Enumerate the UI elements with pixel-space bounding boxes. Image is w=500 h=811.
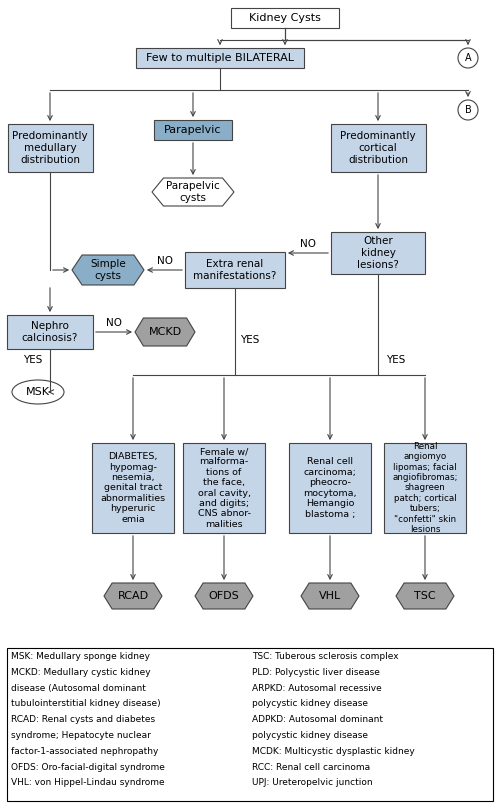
Text: DIABETES,
hypomag-
nesemia,
genital tract
abnormalities
hyperuric
emia: DIABETES, hypomag- nesemia, genital trac… [100,453,166,524]
Text: Predominantly
cortical
distribution: Predominantly cortical distribution [340,131,416,165]
Circle shape [458,48,478,68]
Text: NO: NO [156,256,172,266]
FancyBboxPatch shape [384,443,466,533]
FancyBboxPatch shape [289,443,371,533]
Text: Kidney Cysts: Kidney Cysts [249,13,321,23]
Text: Extra renal
manifestations?: Extra renal manifestations? [194,260,276,281]
Text: Parapelvic
cysts: Parapelvic cysts [166,181,220,203]
Text: YES: YES [240,335,260,345]
Text: disease (Autosomal dominant: disease (Autosomal dominant [11,684,146,693]
Text: RCAD: Renal cysts and diabetes: RCAD: Renal cysts and diabetes [11,715,155,724]
Polygon shape [301,583,359,609]
Polygon shape [396,583,454,609]
Polygon shape [104,583,162,609]
Text: MSK: Medullary sponge kidney: MSK: Medullary sponge kidney [11,652,150,661]
Text: MCKD: MCKD [148,327,182,337]
Polygon shape [72,255,144,285]
Text: factor-1-associated nephropathy: factor-1-associated nephropathy [11,747,158,756]
FancyBboxPatch shape [330,124,426,172]
Text: Predominantly
medullary
distribution: Predominantly medullary distribution [12,131,88,165]
Text: MSK: MSK [26,387,50,397]
Text: Simple
cysts: Simple cysts [90,260,126,281]
Text: MCDK: Multicystic dysplastic kidney: MCDK: Multicystic dysplastic kidney [252,747,415,756]
Text: VHL: VHL [319,591,341,601]
Text: YES: YES [386,355,406,365]
Text: UPJ: Ureteropelvic junction: UPJ: Ureteropelvic junction [252,779,372,787]
FancyBboxPatch shape [183,443,265,533]
FancyBboxPatch shape [8,124,92,172]
Text: polycystic kidney disease: polycystic kidney disease [252,731,368,740]
FancyBboxPatch shape [185,252,285,288]
Text: NO: NO [300,239,316,249]
Text: Nephro
calcinosis?: Nephro calcinosis? [22,321,78,343]
FancyBboxPatch shape [92,443,174,533]
FancyBboxPatch shape [7,315,93,349]
FancyBboxPatch shape [136,48,304,68]
Text: OFDS: Oro-facial-digital syndrome: OFDS: Oro-facial-digital syndrome [11,762,165,771]
Text: PLD: Polycystic liver disease: PLD: Polycystic liver disease [252,667,380,677]
Text: RCC: Renal cell carcinoma: RCC: Renal cell carcinoma [252,762,370,771]
FancyBboxPatch shape [331,232,425,274]
Text: A: A [464,53,471,63]
Text: Parapelvic: Parapelvic [164,125,222,135]
Text: ADPKD: Autosomal dominant: ADPKD: Autosomal dominant [252,715,383,724]
Text: ARPKD: Autosomal recessive: ARPKD: Autosomal recessive [252,684,382,693]
Text: MCKD: Medullary cystic kidney: MCKD: Medullary cystic kidney [11,667,150,677]
Text: Renal
angiomyo
lipomas; facial
angiofibromas;
shagreen
patch; cortical
tubers;
": Renal angiomyo lipomas; facial angiofibr… [392,442,458,534]
Text: NO: NO [106,318,122,328]
Text: OFDS: OFDS [208,591,240,601]
Text: TSC: Tuberous sclerosis complex: TSC: Tuberous sclerosis complex [252,652,398,661]
Text: Female w/
malforma-
tions of
the face,
oral cavity,
and digits;
CNS abnor-
malit: Female w/ malforma- tions of the face, o… [198,447,250,529]
FancyBboxPatch shape [231,8,339,28]
Text: RCAD: RCAD [118,591,148,601]
FancyBboxPatch shape [7,648,493,801]
Text: Few to multiple BILATERAL: Few to multiple BILATERAL [146,53,294,63]
Ellipse shape [12,380,64,404]
Polygon shape [195,583,253,609]
Polygon shape [135,318,195,346]
Text: Other
kidney
lesions?: Other kidney lesions? [357,236,399,269]
Circle shape [458,100,478,120]
Text: TSC: TSC [414,591,436,601]
Text: syndrome; Hepatocyte nuclear: syndrome; Hepatocyte nuclear [11,731,151,740]
FancyBboxPatch shape [154,120,232,140]
Polygon shape [152,178,234,206]
Text: YES: YES [22,355,42,365]
Text: VHL: von Hippel-Lindau syndrome: VHL: von Hippel-Lindau syndrome [11,779,164,787]
Text: Renal cell
carcinoma;
pheocro-
mocytoma,
Hemangio
blastoma ;: Renal cell carcinoma; pheocro- mocytoma,… [303,457,357,518]
Text: tubulointerstitial kidney disease): tubulointerstitial kidney disease) [11,699,160,708]
Text: polycystic kidney disease: polycystic kidney disease [252,699,368,708]
Text: B: B [464,105,471,115]
